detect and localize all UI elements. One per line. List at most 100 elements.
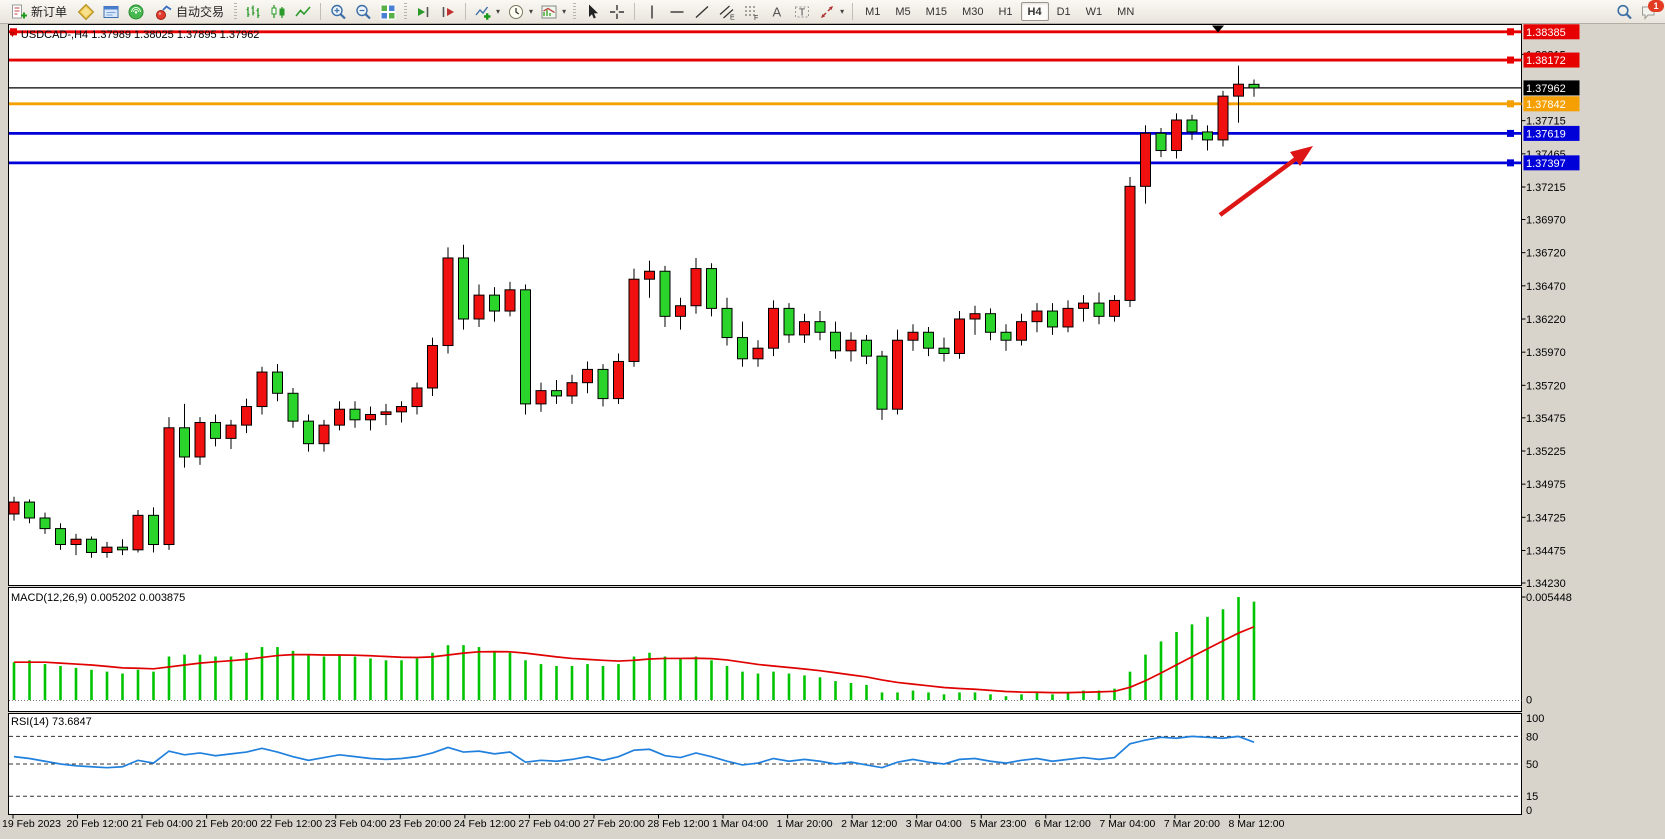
timeframe-m1-button[interactable]: M1 — [858, 2, 887, 21]
timeframe-m30-button[interactable]: M30 — [955, 2, 990, 21]
time-label: 5 Mar 23:00 — [970, 818, 1026, 830]
data-window-button[interactable] — [99, 1, 123, 22]
arrows-button[interactable]: ▾ — [815, 1, 847, 22]
auto-trading-button[interactable]: 自动交易 — [149, 1, 230, 22]
trendline-button[interactable] — [690, 1, 714, 22]
tile-windows-button[interactable] — [376, 1, 400, 22]
time-scale[interactable]: 19 Feb 2023 20 Feb 12:00 21 Feb 04:00 21 Fe… — [2, 814, 1285, 831]
toolbar: 新订单 — [0, 0, 1665, 24]
line-chart-button[interactable] — [291, 1, 315, 22]
templates-button[interactable]: ▾ — [537, 1, 569, 22]
candle — [907, 331, 919, 341]
candle — [597, 368, 609, 400]
candle — [535, 390, 547, 405]
fibonacci-button[interactable]: F — [740, 1, 764, 22]
periods-dropdown-caret[interactable]: ▾ — [529, 7, 534, 16]
trend-arrow-object[interactable] — [1218, 146, 1313, 217]
price-tick-label: 1.34230 — [1526, 578, 1566, 590]
time-label: 1 Mar 04:00 — [712, 818, 768, 830]
candle — [442, 257, 454, 347]
timeframe-h1-button[interactable]: H1 — [991, 2, 1019, 21]
zoom-in-button[interactable] — [326, 1, 350, 22]
hline-handle — [1507, 129, 1514, 137]
rsi-axis-label: 80 — [1526, 731, 1538, 743]
candle — [380, 411, 392, 416]
channel-button[interactable]: E — [715, 1, 739, 22]
market-watch-button[interactable] — [74, 1, 98, 22]
auto-scroll-icon — [418, 6, 429, 17]
price-scale[interactable]: 1.382151.377151.374651.372151.369701.367… — [1521, 49, 1566, 590]
hline-handle — [1507, 159, 1514, 167]
hline-handle — [1507, 100, 1514, 108]
candle — [861, 339, 872, 357]
candle — [225, 424, 237, 439]
timeframe-m15-button[interactable]: M15 — [919, 2, 954, 21]
time-label: 24 Feb 12:00 — [454, 818, 516, 830]
time-label: 7 Mar 04:00 — [1099, 818, 1155, 830]
time-label: 3 Mar 04:00 — [906, 818, 962, 830]
auto-scroll-button[interactable] — [411, 1, 435, 22]
chart-shift-icon — [442, 6, 455, 17]
notifications-button[interactable]: 1 — [1637, 0, 1664, 22]
macd-axis-min: 0 — [1526, 695, 1532, 707]
candle — [148, 514, 159, 546]
time-label: 2 Mar 12:00 — [841, 818, 897, 830]
zoom-out-button[interactable] — [351, 1, 375, 22]
timeframe-h4-button[interactable]: H4 — [1020, 2, 1049, 21]
candle — [783, 307, 795, 336]
price-tick-label: 1.37715 — [1526, 116, 1566, 128]
timeframe-w1-button[interactable]: W1 — [1079, 2, 1110, 21]
candle — [365, 414, 376, 421]
macd-axis-max: 0.005448 — [1526, 592, 1572, 604]
search-button[interactable] — [1612, 1, 1636, 22]
price-tick-label: 1.35720 — [1526, 380, 1566, 392]
text-label-button[interactable]: T — [790, 1, 814, 22]
chart-shift-marker[interactable] — [1212, 25, 1224, 33]
time-label: 7 Mar 20:00 — [1164, 818, 1220, 830]
text-button[interactable]: A — [765, 1, 789, 22]
vertical-line-icon — [651, 5, 653, 18]
navigator-button[interactable] — [124, 1, 148, 22]
candle — [24, 501, 35, 519]
timeframe-d1-button[interactable]: D1 — [1050, 2, 1078, 21]
chart-window-body: 19 Feb 2023 20 Feb 12:00 21 Feb 04:00 21 Fe… — [0, 24, 1665, 839]
time-label: 20 Feb 12:00 — [67, 818, 129, 830]
chart-shift-button[interactable] — [436, 1, 460, 22]
candlestick-chart-button[interactable] — [266, 1, 290, 22]
candle — [194, 421, 206, 458]
toolbar-grip — [234, 3, 238, 20]
periods-button[interactable]: ▾ — [504, 1, 536, 22]
horizontal-line-button[interactable] — [665, 1, 689, 22]
navigator-icon — [128, 4, 144, 19]
price-tick-label: 1.36720 — [1526, 248, 1566, 260]
timeframe-mn-button[interactable]: MN — [1110, 2, 1141, 21]
equidistant-channel-icon: E — [719, 5, 735, 21]
timeframe-m5-button[interactable]: M5 — [888, 2, 917, 21]
candle — [1171, 119, 1182, 152]
candle — [101, 546, 113, 553]
crosshair-button[interactable] — [605, 1, 629, 22]
candle — [613, 360, 624, 400]
candle — [799, 321, 810, 336]
indicators-button[interactable]: ▾ — [471, 1, 503, 22]
candle — [163, 427, 175, 546]
bar-chart-button[interactable] — [241, 1, 265, 22]
vertical-line-button[interactable] — [640, 1, 664, 22]
candle — [690, 268, 702, 307]
svg-text:A: A — [773, 4, 782, 19]
price-tick-label: 1.34725 — [1526, 512, 1566, 524]
hline-price-label: 1.38172 — [1526, 55, 1566, 67]
cursor-button[interactable] — [580, 1, 604, 22]
new-order-button[interactable]: 新订单 — [4, 1, 73, 22]
rsi-axis-label: 50 — [1526, 759, 1538, 771]
indicators-dropdown-caret[interactable]: ▾ — [496, 7, 501, 16]
candle — [1000, 331, 1012, 341]
candle — [768, 307, 779, 349]
horizontal-line-objects[interactable] — [9, 28, 1522, 167]
arrows-dropdown-caret[interactable]: ▾ — [840, 7, 845, 16]
candle — [969, 313, 981, 320]
templates-dropdown-caret[interactable]: ▾ — [562, 7, 567, 16]
macd-indicator: 0.005448 0 — [12, 592, 1572, 707]
price-chart-canvas[interactable]: 19 Feb 2023 20 Feb 12:00 21 Feb 04:00 21 Fe… — [0, 24, 1665, 839]
zoom-in-icon — [331, 4, 346, 19]
